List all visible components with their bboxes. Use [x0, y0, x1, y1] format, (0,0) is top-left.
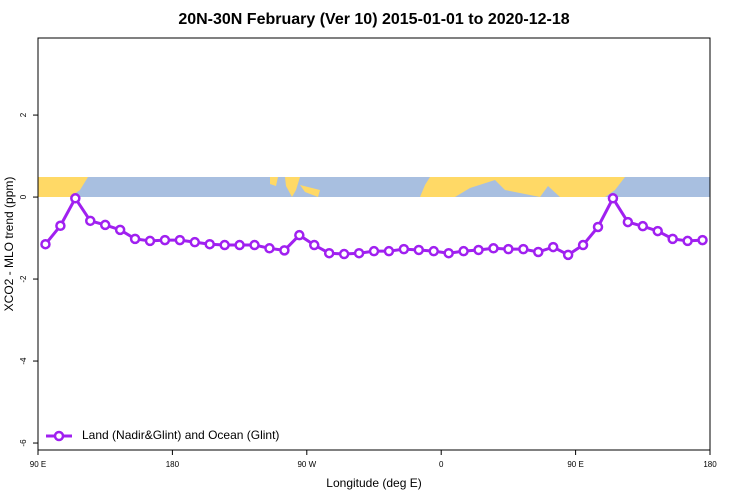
point — [264, 243, 275, 254]
point — [234, 239, 245, 251]
point — [85, 215, 96, 227]
plot-frame — [37, 37, 711, 451]
x-tick-label: 180 — [703, 460, 717, 469]
y-tick-label: 0 — [19, 194, 28, 199]
point — [428, 245, 439, 257]
land — [420, 177, 625, 197]
point — [637, 220, 649, 232]
point — [458, 245, 469, 257]
point — [159, 234, 171, 246]
point — [338, 248, 350, 260]
y-tick-label: -4 — [19, 357, 28, 365]
point — [577, 239, 589, 251]
point — [503, 243, 514, 255]
point — [174, 234, 186, 246]
legend-label: Land (Nadir&Glint) and Ocean (Glint) — [82, 428, 279, 442]
point — [383, 245, 395, 257]
x-axis-label: Longitude (deg E) — [326, 476, 421, 490]
point — [622, 216, 634, 228]
point — [279, 245, 290, 256]
point — [607, 193, 619, 204]
point — [353, 247, 365, 259]
point — [40, 238, 51, 250]
point — [652, 225, 663, 237]
x-tick-label: 90 E — [567, 460, 583, 469]
land — [270, 177, 320, 197]
point — [398, 243, 410, 255]
point — [592, 221, 604, 233]
point — [413, 244, 425, 256]
point — [443, 247, 454, 259]
chart-title: 20N-30N February (Ver 10) 2015-01-01 to … — [178, 11, 569, 28]
point — [368, 245, 380, 257]
point — [204, 238, 215, 250]
x-tick-label: 90 W — [297, 460, 316, 469]
y-axis-label: XCO2 - MLO trend (ppm) — [2, 177, 16, 312]
y-tick-label: 2 — [19, 112, 28, 117]
point — [294, 229, 305, 241]
point — [249, 239, 260, 251]
legend-marker — [53, 430, 65, 442]
point — [129, 233, 141, 245]
land — [38, 177, 88, 197]
point — [518, 243, 529, 255]
point — [309, 239, 320, 251]
x-tick-label: 0 — [439, 460, 444, 469]
point — [189, 236, 201, 248]
point — [667, 233, 678, 245]
x-tick-label: 90 E — [30, 460, 46, 469]
point — [682, 235, 693, 247]
point — [70, 193, 81, 204]
point — [99, 219, 111, 231]
point — [219, 239, 230, 251]
point — [144, 235, 156, 247]
point — [323, 247, 335, 259]
x-tick-label: 180 — [166, 460, 180, 469]
point — [697, 234, 708, 246]
point — [55, 220, 66, 232]
y-tick-label: -2 — [19, 275, 28, 283]
point — [488, 243, 499, 254]
y-tick-label: -6 — [19, 439, 28, 447]
point — [562, 249, 574, 261]
point — [533, 246, 544, 258]
map-band — [38, 177, 710, 197]
point — [547, 241, 559, 253]
point — [114, 224, 126, 236]
point — [473, 244, 484, 256]
